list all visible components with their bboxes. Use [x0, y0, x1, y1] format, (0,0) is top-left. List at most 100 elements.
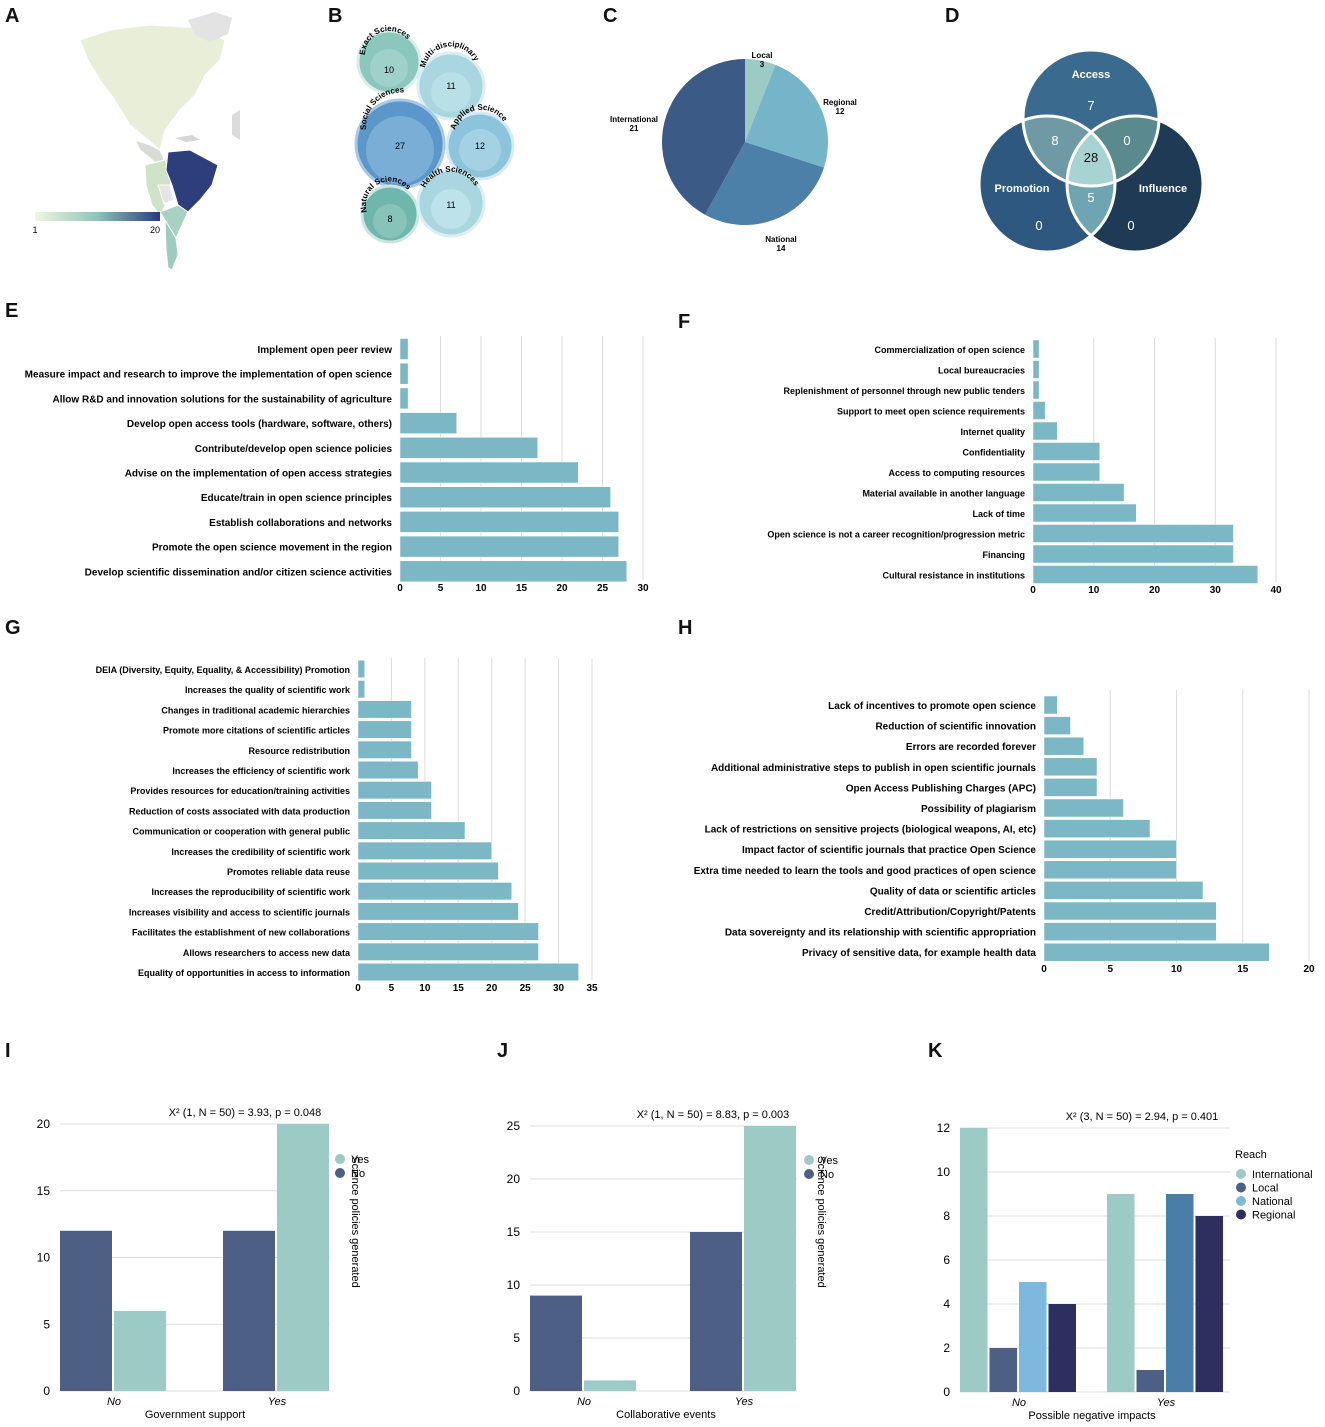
- bar: [1107, 1194, 1135, 1392]
- bar: [357, 680, 365, 699]
- venn-value-promotion-only: 0: [1035, 218, 1042, 233]
- bar: [1043, 798, 1124, 818]
- y-tick-label: 20: [37, 1117, 51, 1131]
- bar: [1032, 524, 1234, 543]
- chart-title: X² (3, N = 50) = 2.94, p = 0.401: [1066, 1111, 1219, 1123]
- panel-label-f: F: [678, 311, 691, 333]
- y-tick-label: 15: [37, 1184, 51, 1198]
- legend-label: Yes: [820, 1155, 838, 1167]
- bar: [357, 660, 365, 678]
- category-label: Develop open access tools (hardware, sof…: [127, 419, 392, 430]
- category-label: Possibility of plagiarism: [921, 804, 1036, 815]
- bubble-natural-sciences: Natural Sciences 8: [359, 174, 420, 244]
- greenland-shape: [188, 12, 232, 42]
- legend-swatch: [804, 1169, 814, 1179]
- bubble-applied-science: Applied Science 12: [445, 103, 515, 181]
- venn-label-promotion: Promotion: [995, 183, 1050, 195]
- bar: [399, 338, 409, 360]
- chart-title: X² (1, N = 50) = 3.93, p = 0.048: [169, 1107, 322, 1119]
- category-label: Confidentiality: [963, 448, 1026, 458]
- bar: [530, 1295, 582, 1391]
- legend-label: Local: [1252, 1183, 1278, 1195]
- y-tick-label: 25: [507, 1119, 521, 1133]
- map-color-scale: [35, 212, 160, 221]
- bar: [357, 922, 539, 941]
- bubble-value: 11: [446, 200, 455, 210]
- bar: [1043, 716, 1071, 735]
- panel-label-i: I: [5, 1040, 11, 1062]
- category-label: Promote the open science movement in the…: [152, 543, 392, 554]
- bar: [114, 1310, 166, 1391]
- category-label: Equality of opportunities in access to i…: [138, 968, 350, 978]
- category-label: Internet quality: [960, 427, 1025, 437]
- category-label: Errors are recorded forever: [906, 742, 1036, 753]
- category-label: Measure impact and research to improve t…: [25, 370, 393, 381]
- pie-label: Regional: [823, 98, 857, 107]
- panel-label-k: K: [928, 1040, 943, 1062]
- category-label: Access to computing resources: [888, 468, 1025, 478]
- x-tick-label: 20: [486, 983, 498, 994]
- legend-label: Yes: [351, 1154, 369, 1166]
- y-tick-label: 8: [943, 1209, 950, 1223]
- bar: [399, 412, 457, 434]
- x-tick-label: 10: [475, 583, 487, 594]
- x-tick-label: 10: [1171, 964, 1183, 975]
- category-label: Communication or cooperation with genera…: [132, 827, 350, 837]
- x-tick-label: 30: [553, 983, 565, 994]
- bar: [223, 1230, 275, 1391]
- y-tick-label: 4: [943, 1297, 950, 1311]
- category-label: Resource redistribution: [248, 746, 350, 756]
- bar: [1032, 565, 1259, 584]
- bar: [1043, 860, 1177, 880]
- bar: [399, 461, 579, 484]
- bar: [1043, 901, 1217, 921]
- bar: [357, 841, 492, 860]
- category-label: Cultural resistance in institutions: [882, 571, 1025, 581]
- bubble-value: 8: [387, 214, 392, 224]
- category-label: Changes in traditional academic hierarch…: [161, 705, 350, 715]
- bar: [1019, 1282, 1047, 1392]
- bar: [690, 1232, 742, 1391]
- bubble-exact-sciences: Exact Sciences 10: [356, 24, 422, 95]
- bar: [1043, 942, 1270, 962]
- panel-label-c: C: [603, 5, 618, 27]
- x-tick-label: 20: [1303, 964, 1315, 975]
- category-label: Promote more citations of scientific art…: [163, 726, 350, 736]
- category-label: Local bureaucracies: [938, 366, 1025, 376]
- bar: [357, 700, 412, 719]
- legend-label: No: [351, 1168, 365, 1180]
- americas-map: [79, 12, 240, 271]
- bar: [1032, 544, 1234, 564]
- x-tick-label: 5: [1107, 964, 1113, 975]
- category-label: Material available in another language: [862, 489, 1025, 499]
- y-tick-label: 15: [507, 1225, 521, 1239]
- category-label: Allow R&D and innovation solutions for t…: [53, 394, 393, 405]
- legend-label: No: [820, 1169, 834, 1181]
- category-label: Quality of data or scientific articles: [870, 886, 1037, 897]
- bar: [277, 1124, 329, 1391]
- x-tick-label: 10: [1088, 585, 1100, 596]
- x-tick-label: 15: [1237, 964, 1249, 975]
- argentina-shape: [164, 218, 179, 271]
- bar: [1048, 1304, 1076, 1392]
- bar: [1032, 421, 1058, 441]
- bubble-value: 11: [446, 81, 455, 91]
- x-axis-label: Collaborative events: [616, 1409, 716, 1421]
- x-tick-label: 20: [556, 583, 568, 594]
- panel-label-h: H: [678, 617, 693, 639]
- bar: [399, 535, 619, 558]
- venn-value-promotion-influence: 5: [1087, 190, 1094, 205]
- category-label: Increases the quality of scientific work: [185, 685, 351, 695]
- venn-value-access-promotion: 8: [1051, 133, 1058, 148]
- panel-label-d: D: [945, 5, 960, 27]
- x-tick-label: 5: [389, 983, 395, 994]
- bar: [1166, 1194, 1194, 1392]
- bubble-multidisciplinary: Multi-disciplinary 11: [416, 39, 486, 121]
- bar: [584, 1380, 636, 1391]
- category-label: DEIA (Diversity, Equity, Equality, & Acc…: [96, 665, 350, 675]
